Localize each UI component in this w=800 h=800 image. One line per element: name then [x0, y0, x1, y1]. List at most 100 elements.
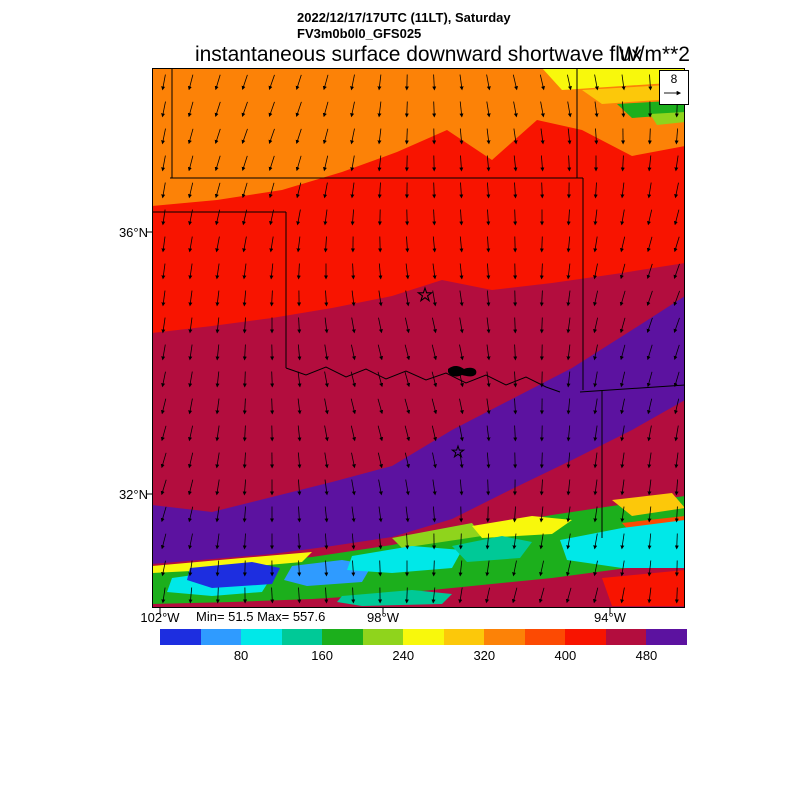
- wind-arrow: [486, 101, 491, 118]
- wind-arrow: [295, 182, 302, 199]
- wind-arrow: [593, 560, 598, 577]
- wind-arrow: [619, 290, 626, 307]
- wind-arrow: [187, 155, 194, 172]
- wind-arrow: [378, 290, 383, 307]
- wind-arrow: [459, 317, 464, 334]
- wind-arrow: [161, 101, 166, 118]
- wind-arrow: [215, 290, 220, 307]
- wind-arrow: [539, 506, 544, 523]
- wind-arrow: [432, 506, 437, 523]
- wind-arrow: [620, 560, 625, 577]
- wind-arrow: [485, 560, 490, 577]
- cloud-streak-yellow-ne: [542, 68, 685, 90]
- wind-arrow: [350, 398, 357, 415]
- wind-arrow: [297, 425, 302, 442]
- wind-arrow: [405, 236, 410, 253]
- wind-arrow: [268, 182, 275, 199]
- wind-arrow: [161, 209, 166, 226]
- colorbar-tick-label: 320: [473, 648, 496, 663]
- wind-arrow: [350, 425, 356, 442]
- wind-arrow: [405, 506, 410, 523]
- wind-arrow: [485, 587, 490, 604]
- colorbar-segment: [403, 629, 444, 645]
- colorbar-segment: [646, 629, 687, 645]
- wind-arrow: [566, 479, 571, 496]
- wind-arrow: [646, 344, 653, 361]
- colorbar-segment: [605, 629, 647, 645]
- wind-arrow: [215, 587, 220, 604]
- wind-arrow: [297, 533, 302, 550]
- wind-arrow: [269, 236, 274, 253]
- wind-arrow: [646, 236, 653, 253]
- wind-arrow: [215, 344, 220, 361]
- wind-arrow: [350, 101, 355, 118]
- cloud-strip-yellow-mid: [472, 516, 572, 538]
- wind-arrow: [297, 398, 302, 415]
- wind-arrow: [431, 344, 438, 361]
- wind-arrow: [351, 263, 356, 280]
- lon-label-102w: 102°W: [140, 610, 180, 625]
- wind-arrow: [161, 182, 166, 199]
- colorbar-segment: [241, 629, 282, 645]
- wind-arrow: [160, 398, 167, 415]
- wind-arrow: [268, 155, 275, 172]
- wind-arrow: [161, 587, 166, 604]
- wind-arrow: [566, 344, 571, 361]
- flux-region-purple: [152, 296, 685, 564]
- wind-arrow: [459, 479, 464, 496]
- wind-arrow: [512, 533, 517, 550]
- wind-arrow: [486, 371, 491, 388]
- wind-arrow: [593, 236, 598, 253]
- wind-arrow: [512, 74, 518, 91]
- wind-arrow: [486, 290, 491, 307]
- wind-arrow: [188, 263, 193, 280]
- wind-arrow: [242, 290, 247, 307]
- wind-arrow: [432, 452, 437, 469]
- wind-arrow: [513, 155, 518, 172]
- wind-arrow: [593, 317, 598, 334]
- wind-arrow: [351, 344, 356, 361]
- wind-arrow: [674, 128, 679, 145]
- wind-arrow: [377, 452, 383, 469]
- wind-arrow: [187, 479, 194, 496]
- wind-arrow: [594, 128, 599, 145]
- wind-arrow: [295, 101, 302, 118]
- wind-arrow: [161, 371, 166, 388]
- wind-arrow: [459, 452, 464, 469]
- wind-arrow: [566, 398, 571, 415]
- wind-arrow: [270, 371, 275, 388]
- wind-arrow: [242, 263, 247, 280]
- wind-arrow: [432, 209, 437, 226]
- colorbar-segment: [443, 629, 485, 645]
- wind-arrow: [593, 290, 598, 307]
- wind-arrow: [674, 155, 679, 172]
- wind-arrow: [566, 533, 571, 550]
- lake-texoma: [448, 365, 477, 377]
- wind-arrow: [486, 128, 491, 145]
- wind-arrow: [459, 290, 464, 307]
- wind-arrow: [297, 317, 302, 334]
- wind-arrow: [351, 533, 356, 550]
- wind-arrow: [350, 209, 355, 226]
- wind-arrow: [351, 317, 356, 334]
- wind-arrow: [241, 155, 248, 172]
- wind-arrow: [513, 128, 518, 145]
- wind-arrow: [378, 263, 383, 280]
- wind-arrow: [270, 587, 275, 604]
- wind-arrow: [404, 101, 409, 118]
- wind-arrow: [322, 128, 329, 145]
- map-frame: [152, 68, 685, 608]
- wind-arrow: [188, 209, 193, 226]
- wind-arrow: [160, 479, 167, 496]
- wind-arrow: [215, 317, 220, 334]
- wind-arrow: [324, 371, 329, 388]
- wind-arrow: [458, 587, 463, 604]
- wind-arrow: [647, 479, 652, 496]
- colorbar-segment: [524, 629, 566, 645]
- wind-arrow: [566, 560, 572, 577]
- wind-arrow: [432, 290, 437, 307]
- wind-arrow: [161, 74, 166, 91]
- colorbar-tick-label: 480: [635, 648, 658, 663]
- wind-arrow: [486, 344, 491, 361]
